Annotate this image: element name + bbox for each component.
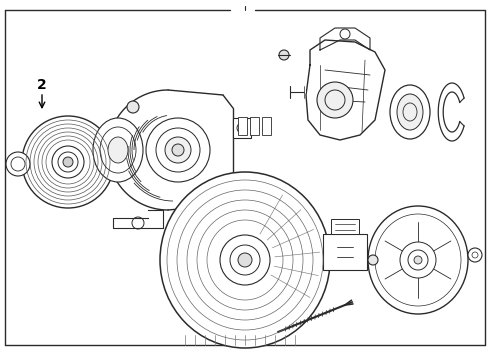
Ellipse shape — [368, 206, 468, 314]
Bar — [238, 117, 247, 135]
Circle shape — [368, 255, 378, 265]
Circle shape — [220, 235, 270, 285]
Circle shape — [22, 116, 114, 208]
Circle shape — [6, 152, 30, 176]
Ellipse shape — [397, 94, 423, 130]
Ellipse shape — [160, 172, 330, 348]
Circle shape — [468, 248, 482, 262]
Circle shape — [238, 253, 252, 267]
Bar — [262, 117, 271, 135]
Circle shape — [172, 144, 184, 156]
Bar — [323, 234, 367, 270]
Circle shape — [165, 137, 191, 163]
Circle shape — [63, 157, 73, 167]
Circle shape — [146, 118, 210, 182]
Circle shape — [52, 146, 84, 178]
Polygon shape — [306, 40, 385, 140]
Bar — [250, 117, 259, 135]
Circle shape — [400, 242, 436, 278]
Bar — [233, 118, 251, 138]
Circle shape — [317, 82, 353, 118]
Circle shape — [127, 101, 139, 113]
Text: 2: 2 — [37, 78, 47, 92]
Ellipse shape — [390, 85, 430, 139]
Circle shape — [414, 256, 422, 264]
Ellipse shape — [108, 137, 128, 163]
Circle shape — [279, 50, 289, 60]
Ellipse shape — [93, 118, 143, 182]
Bar — [331, 219, 359, 234]
Text: 1: 1 — [239, 0, 251, 3]
